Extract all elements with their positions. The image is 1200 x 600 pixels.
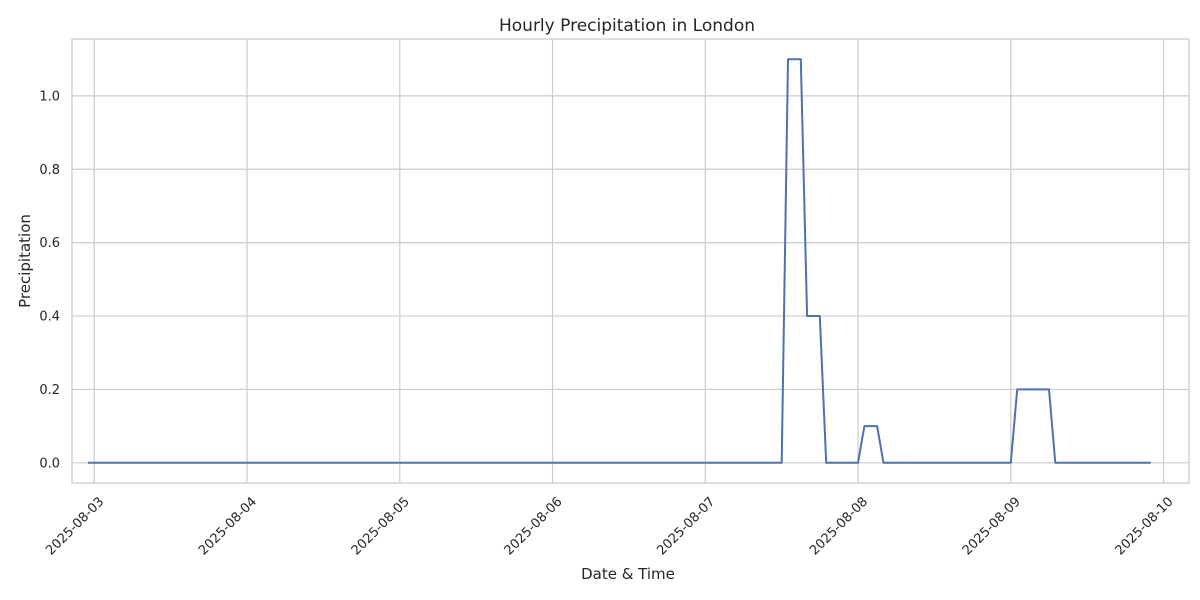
x-tick-label: 2025-08-06 xyxy=(502,494,566,558)
precipitation-series-line xyxy=(87,58,1151,464)
x-tick-label: 2025-08-07 xyxy=(654,494,718,558)
y-axis-label: Precipitation xyxy=(16,214,34,308)
x-tick-label: 2025-08-05 xyxy=(349,494,413,558)
grid-layer xyxy=(72,39,1189,483)
x-tick-labels: 2025-08-03 2025-08-04 2025-08-05 2025-08-06… xyxy=(43,494,1176,558)
y-tick-label: 1.0 xyxy=(39,89,60,104)
x-tick-label: 2025-08-08 xyxy=(807,494,871,558)
x-axis-label: Date & Time xyxy=(581,565,675,583)
plot-frame xyxy=(71,38,1190,484)
x-tick-label: 2025-08-10 xyxy=(1113,494,1177,558)
x-tick-label: 2025-08-03 xyxy=(43,494,107,558)
y-tick-label: 0.6 xyxy=(39,236,60,251)
y-tick-labels: 0.0 0.2 0.4 0.6 0.8 1.0 xyxy=(39,89,60,471)
y-tick-label: 0.2 xyxy=(39,383,60,398)
y-tick-label: 0.4 xyxy=(39,310,60,325)
series-layer xyxy=(87,58,1151,464)
y-tick-label: 0.0 xyxy=(39,456,60,471)
chart-title: Hourly Precipitation in London xyxy=(499,16,755,36)
x-tick-label: 2025-08-09 xyxy=(960,494,1024,558)
y-tick-label: 0.8 xyxy=(39,163,60,178)
x-tick-label: 2025-08-04 xyxy=(196,494,260,558)
